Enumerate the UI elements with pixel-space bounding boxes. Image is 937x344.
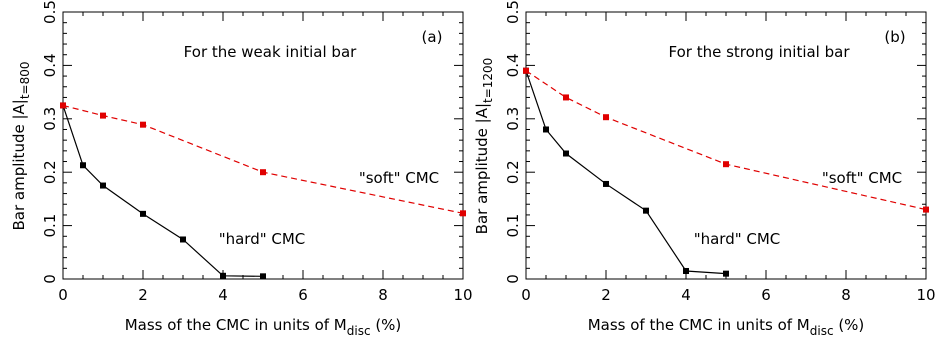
panel-b: 0 2 4 6 8 10 0 0.1 0.2 0.3 0.4 0.5 For the strong in… (473, 0, 936, 338)
soft-cmc-point (563, 94, 569, 101)
hard-cmc-point (180, 236, 186, 243)
y-tick-label: 0.2 (41, 160, 59, 184)
y-axis-label: Bar amplitude |A|t=1200 (473, 58, 495, 235)
hard-cmc-point (80, 162, 86, 169)
hard-cmc-point (100, 182, 106, 189)
soft-cmc-point (100, 112, 106, 119)
x-tick-label: 8 (378, 286, 388, 304)
hard-cmc-point (140, 210, 146, 217)
soft-cmc-point (923, 206, 929, 213)
x-tick-label: 0 (521, 286, 531, 304)
x-tick-label: 8 (841, 286, 851, 304)
soft-cmc-label: "soft" CMC (822, 169, 902, 187)
hard-cmc-point (220, 272, 226, 279)
hard-cmc-label: "hard" CMC (219, 230, 306, 248)
soft-cmc-label: "soft" CMC (359, 169, 439, 187)
x-tick-label: 2 (138, 286, 148, 304)
x-tick-label: 10 (916, 286, 935, 304)
hard-cmc-point (543, 126, 549, 133)
y-tick-label: 0.4 (504, 53, 522, 77)
y-tick-label: 0.1 (41, 214, 59, 238)
y-tick-label: 0.2 (504, 160, 522, 184)
x-axis-label: Mass of the CMC in units of Mdisc (%) (125, 316, 402, 338)
hard-cmc-point (603, 180, 609, 187)
panel-label: (a) (422, 28, 443, 46)
hard-cmc-point (643, 207, 649, 214)
panel-annotation: For the strong initial bar (669, 43, 851, 61)
x-tick-label: 10 (453, 286, 472, 304)
y-tick-label: 0.4 (41, 53, 59, 77)
x-tick-label: 2 (601, 286, 611, 304)
soft-cmc-series-line (525, 70, 927, 211)
y-tick-label: 0 (41, 274, 59, 284)
x-tick-label: 6 (298, 286, 308, 304)
soft-cmc-point (140, 121, 146, 128)
hard-cmc-label: "hard" CMC (694, 230, 781, 248)
y-tick-label: 0.3 (504, 107, 522, 131)
soft-cmc-point (260, 169, 266, 176)
hard-cmc-point (683, 267, 689, 274)
hard-cmc-point (723, 270, 729, 277)
y-tick-label: 0 (504, 274, 522, 284)
hard-cmc-point (563, 150, 569, 157)
y-tick-label: 0.3 (41, 107, 59, 131)
soft-cmc-point (603, 114, 609, 121)
panel-a: 0 2 4 6 8 10 0 0.1 0.2 0.3 0.4 0.5 For the weak init… (10, 0, 473, 338)
hard-cmc-series-line (62, 105, 264, 277)
soft-cmc-series-line (62, 104, 464, 214)
y-axis-label: Bar amplitude |A|t=800 (10, 61, 32, 230)
x-tick-label: 6 (761, 286, 771, 304)
panel-annotation: For the weak initial bar (184, 43, 357, 61)
soft-cmc-point (723, 161, 729, 168)
x-axis-label: Mass of the CMC in units of Mdisc (%) (588, 316, 865, 338)
x-tick-label: 0 (58, 286, 68, 304)
y-tick-label: 0.5 (41, 0, 59, 24)
y-tick-label: 0.5 (504, 0, 522, 24)
y-tick-label: 0.1 (504, 214, 522, 238)
soft-cmc-point (60, 102, 66, 109)
x-tick-label: 4 (218, 286, 228, 304)
soft-cmc-point (523, 67, 529, 74)
x-tick-label: 4 (681, 286, 691, 304)
hard-cmc-point (260, 273, 266, 280)
panel-label: (b) (884, 28, 905, 46)
soft-cmc-point (460, 210, 466, 217)
